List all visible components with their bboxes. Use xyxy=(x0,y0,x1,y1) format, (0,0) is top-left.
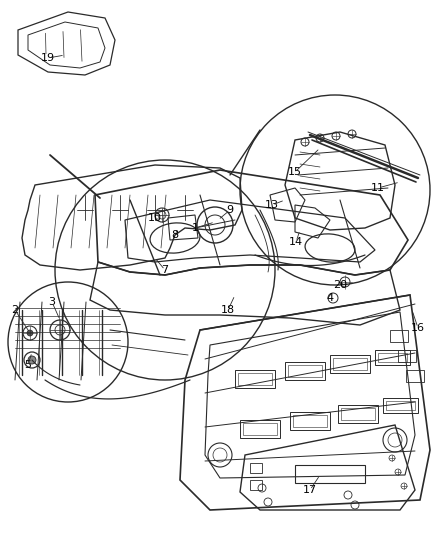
Bar xyxy=(293,415,327,427)
Bar xyxy=(238,373,272,385)
Bar xyxy=(250,480,262,490)
Bar xyxy=(390,330,408,342)
Bar xyxy=(383,398,418,413)
Bar xyxy=(290,412,330,430)
Text: 8: 8 xyxy=(171,230,179,240)
Bar xyxy=(250,463,262,473)
Text: 3: 3 xyxy=(49,297,56,307)
Bar xyxy=(375,350,410,365)
Bar xyxy=(295,465,365,483)
Bar xyxy=(333,358,367,370)
Text: 4: 4 xyxy=(326,293,334,303)
Bar xyxy=(378,353,407,362)
Text: 20: 20 xyxy=(333,280,347,290)
Bar xyxy=(398,350,416,362)
Text: 19: 19 xyxy=(41,53,55,63)
Circle shape xyxy=(28,356,36,364)
Bar xyxy=(285,362,325,380)
Text: 1: 1 xyxy=(191,223,198,233)
Bar xyxy=(386,401,415,410)
Text: 14: 14 xyxy=(289,237,303,247)
Text: 16: 16 xyxy=(411,323,425,333)
Text: 17: 17 xyxy=(303,485,317,495)
Text: 7: 7 xyxy=(162,265,169,275)
Bar xyxy=(406,370,424,382)
Bar xyxy=(235,370,275,388)
Bar xyxy=(341,408,375,420)
Text: 11: 11 xyxy=(371,183,385,193)
Text: 5: 5 xyxy=(25,360,32,370)
Circle shape xyxy=(27,330,33,336)
Text: 10: 10 xyxy=(148,213,162,223)
Bar xyxy=(330,355,370,373)
Text: 13: 13 xyxy=(265,200,279,210)
Bar xyxy=(240,420,280,438)
Bar xyxy=(243,423,277,435)
Text: 18: 18 xyxy=(221,305,235,315)
Text: 15: 15 xyxy=(288,167,302,177)
Text: 9: 9 xyxy=(226,205,233,215)
Text: 2: 2 xyxy=(11,305,18,315)
Bar xyxy=(288,365,322,377)
Bar xyxy=(338,405,378,423)
